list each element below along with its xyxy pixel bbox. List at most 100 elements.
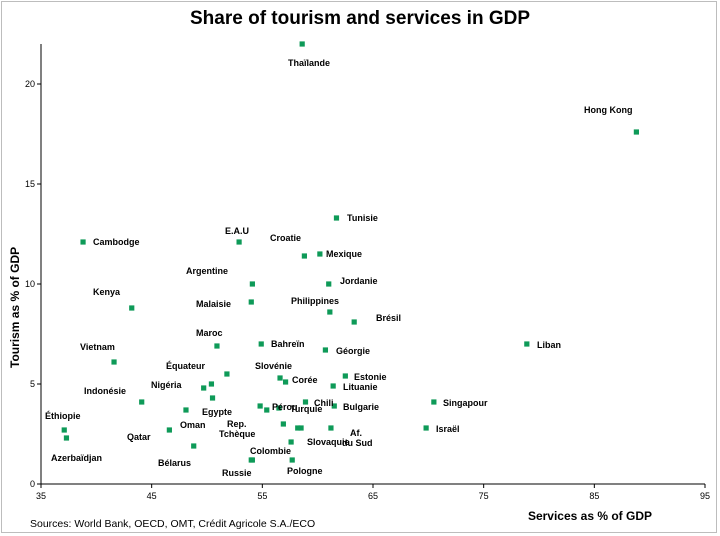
data-point-44 — [191, 443, 197, 449]
point-label: Thaïlande — [288, 58, 330, 68]
data-point-19 — [224, 371, 230, 377]
data-point-25 — [330, 383, 336, 389]
point-label: Colombie — [250, 446, 291, 456]
point-label: Pérou — [272, 402, 298, 412]
point-label: Estonie — [354, 372, 387, 382]
data-point-15 — [258, 341, 264, 347]
data-point-42 — [328, 425, 334, 431]
point-label: Af. — [350, 428, 362, 438]
data-point-16 — [524, 341, 530, 347]
data-point-24 — [208, 381, 215, 387]
x-tick-label: 55 — [257, 491, 267, 501]
source-note: Sources: World Bank, OECD, OMT, Crédit A… — [30, 518, 316, 530]
x-tick-label: 95 — [700, 491, 710, 501]
point-label: du Sud — [342, 438, 373, 448]
data-point-27 — [209, 395, 216, 401]
x-tick-label: 85 — [589, 491, 599, 501]
data-point-12 — [327, 309, 333, 315]
y-tick-label: 0 — [30, 479, 35, 489]
point-label: Pologne — [287, 466, 323, 476]
data-point-33 — [331, 403, 337, 409]
data-point-8 — [249, 281, 255, 287]
data-point-29 — [257, 403, 263, 409]
point-label: Mexique — [326, 249, 362, 259]
y-tick-label: 15 — [25, 179, 35, 189]
point-label: Kenya — [93, 287, 121, 297]
point-label: Azerbaïdjan — [51, 453, 102, 463]
point-label: Hong Kong — [584, 105, 633, 115]
point-label: Maroc — [196, 328, 223, 338]
data-point-5 — [80, 239, 86, 245]
point-label: Brésil — [376, 313, 401, 323]
point-label: Philippines — [291, 296, 339, 306]
x-axis-label: Services as % of GDP — [527, 509, 652, 523]
point-label: Bélarus — [158, 458, 191, 468]
point-label: Singapour — [443, 398, 488, 408]
y-tick-label: 20 — [25, 79, 35, 89]
point-label: Bahreïn — [271, 339, 305, 349]
x-tick-label: 75 — [479, 491, 489, 501]
point-label: Qatar — [127, 432, 151, 442]
data-point-39 — [295, 425, 301, 431]
data-point-34 — [431, 399, 437, 405]
point-label: Géorgie — [336, 346, 370, 356]
data-point-14 — [214, 343, 220, 349]
point-label: Argentine — [186, 266, 228, 276]
data-point-22 — [342, 373, 348, 379]
data-point-41 — [298, 425, 304, 431]
data-point-7 — [317, 251, 323, 257]
point-label: Malaisie — [196, 299, 231, 309]
point-label: Rep. — [227, 419, 247, 429]
data-point-11 — [129, 305, 135, 311]
data-point-10 — [248, 299, 254, 305]
chart-title: Share of tourism and services in GDP — [190, 8, 530, 29]
point-label: Éthiopie — [45, 411, 81, 421]
point-label: Russie — [222, 468, 252, 478]
point-label: Indonésie — [84, 386, 126, 396]
data-point-20 — [277, 375, 283, 381]
y-tick-label: 5 — [30, 379, 35, 389]
data-point-26 — [139, 399, 145, 405]
point-label: Jordanie — [340, 276, 378, 286]
point-label: Vietnam — [80, 342, 115, 352]
x-tick-label: 65 — [368, 491, 378, 501]
point-label: Tunisie — [347, 213, 378, 223]
data-point-37 — [166, 427, 172, 433]
data-point-32 — [302, 399, 309, 405]
data-point-46 — [289, 457, 295, 463]
point-label: Slovaquie — [307, 437, 350, 447]
data-point-43 — [423, 425, 429, 431]
data-point-31 — [276, 405, 282, 411]
point-label: Israël — [436, 424, 460, 434]
data-point-4 — [236, 239, 242, 245]
data-point-17 — [322, 347, 329, 353]
y-tick-label: 10 — [25, 279, 35, 289]
data-point-40 — [288, 439, 294, 445]
point-label: Egypte — [202, 407, 232, 417]
point-label: Cambodge — [93, 237, 140, 247]
point-label: Slovénie — [255, 361, 292, 371]
point-label: Turquie — [290, 404, 322, 414]
point-label: Nigéria — [151, 380, 183, 390]
data-point-3 — [333, 215, 340, 221]
data-point-23 — [201, 385, 207, 391]
point-label: Chili — [314, 398, 334, 408]
data-point-13 — [351, 319, 357, 325]
data-point-47 — [248, 457, 254, 463]
point-label: Liban — [537, 340, 561, 350]
data-point-9 — [326, 281, 332, 287]
point-label: Tchèque — [219, 429, 255, 439]
point-label: Croatie — [270, 233, 301, 243]
data-point-18 — [111, 359, 117, 365]
data-point-6 — [301, 253, 307, 259]
point-label: Oman — [180, 420, 206, 430]
point-label: Corée — [292, 375, 318, 385]
data-point-21 — [282, 379, 289, 385]
data-point-36 — [63, 435, 70, 441]
data-point-38 — [280, 421, 286, 427]
x-tick-label: 45 — [147, 491, 157, 501]
data-point-2 — [633, 129, 639, 135]
point-label: Bulgarie — [343, 402, 379, 412]
